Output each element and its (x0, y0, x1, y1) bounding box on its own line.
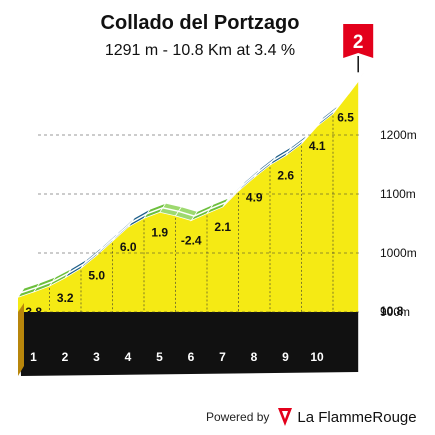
elevation-profile-chart: 900m 1000m 1100m 1200m 3.8 3.2 5.0 6.0 1.9 -2.4 2.… (17, 24, 417, 376)
km-marker-label: 2 (62, 350, 69, 364)
gradient-label: 4.1 (309, 139, 326, 153)
profile-ridge (20, 76, 362, 294)
gradient-label: 3.2 (57, 291, 74, 305)
elevation-tick-label: 1200m (380, 128, 417, 142)
elevation-tick-label: 900m (380, 305, 410, 319)
chart-title: Collado del Portzago (100, 12, 300, 34)
km-marker-label: 10 (310, 350, 324, 364)
gradient-label: 6.5 (337, 111, 354, 125)
km-marker-label: 6 (188, 350, 195, 364)
gradient-label: 2.1 (214, 220, 231, 234)
profile-face (18, 81, 359, 312)
powered-by-label: Powered by (206, 410, 270, 424)
gradient-label: 6.0 (120, 240, 137, 254)
km-marker-label: 8 (251, 350, 258, 364)
gradient-label: 3.8 (25, 305, 42, 319)
category-flag (343, 24, 374, 58)
gradient-label: 1.9 (151, 225, 168, 239)
gradient-label: -2.4 (181, 234, 202, 248)
brand-label: La FlammeRouge (297, 408, 417, 426)
elevation-tick-label: 1000m (380, 246, 417, 260)
total-distance-label: 10.8 (380, 304, 404, 318)
profile-base (18, 312, 359, 376)
km-marker-label: 7 (219, 350, 226, 364)
flamme-rouge-logo-icon (278, 408, 293, 426)
km-marker-label: 4 (125, 350, 132, 364)
km-marker-label: 5 (156, 350, 163, 364)
gradient-label: 5.0 (88, 268, 105, 282)
chart-subtitle: 1291 m - 10.8 Km at 3.4 % (104, 42, 296, 59)
gradient-label: 2.6 (277, 169, 294, 183)
km-marker-label: 3 (93, 350, 100, 364)
gradient-label: 4.9 (246, 190, 263, 204)
elevation-tick-label: 1100m (380, 187, 416, 201)
footer: Powered by La FlammeRouge (206, 407, 417, 427)
km-marker-label: 9 (282, 350, 289, 364)
category-badge-label: 2 (353, 32, 364, 53)
km-marker-label: 1 (30, 350, 37, 364)
profile-side (18, 303, 24, 376)
